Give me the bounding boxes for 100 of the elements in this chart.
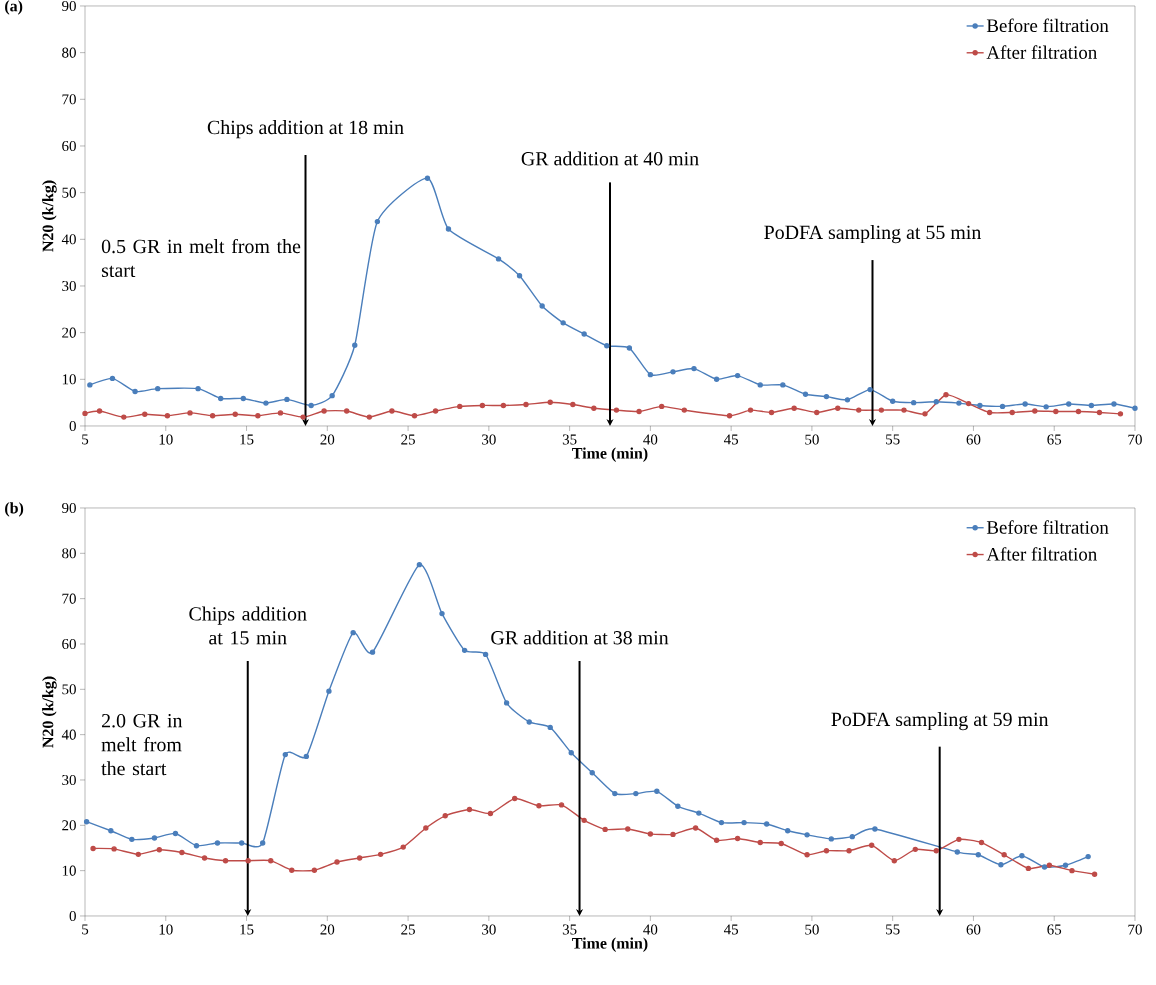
point	[222, 857, 229, 864]
point	[872, 826, 878, 832]
point	[240, 395, 247, 402]
y-tick-label: 90	[62, 0, 76, 12]
point	[692, 825, 699, 831]
point	[195, 385, 201, 392]
point	[329, 392, 335, 399]
point	[511, 795, 518, 802]
point	[956, 400, 962, 406]
point	[96, 408, 103, 414]
point	[308, 402, 314, 409]
point	[282, 751, 289, 758]
point	[681, 407, 688, 413]
point	[457, 403, 463, 410]
point	[155, 385, 161, 392]
point	[268, 857, 274, 864]
point	[121, 414, 127, 420]
x-tick-label: 30	[482, 924, 496, 935]
point	[300, 414, 306, 420]
point	[581, 331, 587, 337]
point	[334, 859, 340, 865]
x-tick-label: 30	[482, 434, 496, 445]
point	[495, 256, 502, 262]
point	[356, 855, 363, 861]
point	[625, 826, 631, 832]
point	[132, 388, 138, 395]
point	[1046, 862, 1053, 868]
point	[647, 371, 654, 378]
point	[747, 407, 754, 413]
point	[1069, 867, 1075, 874]
point	[526, 719, 532, 725]
point	[726, 413, 733, 419]
point	[151, 835, 158, 841]
x-tick-label: 45	[723, 434, 739, 445]
annotation: GR addition at 40 min	[521, 151, 699, 166]
legend-label: Before filtration	[986, 18, 1109, 33]
point	[965, 400, 972, 407]
point	[780, 382, 786, 388]
y-tick-label: 0	[69, 420, 76, 432]
point	[439, 610, 445, 617]
x-tick-label: 35	[562, 434, 577, 445]
point	[209, 413, 216, 419]
point	[757, 382, 763, 388]
point	[109, 375, 116, 382]
point	[277, 410, 284, 416]
point	[416, 561, 423, 568]
point	[768, 409, 775, 416]
point	[804, 852, 810, 858]
annotation: Chips addition at 18 min	[207, 120, 404, 139]
point	[239, 840, 245, 846]
point	[654, 788, 660, 795]
point	[432, 408, 439, 414]
legend-label: After filtration	[986, 45, 1097, 59]
point	[232, 411, 238, 418]
point	[389, 408, 395, 414]
y-tick-label: 30	[62, 280, 76, 292]
point	[943, 392, 949, 398]
point	[352, 342, 358, 348]
point	[539, 303, 545, 309]
point	[1088, 402, 1095, 409]
point	[1009, 409, 1015, 416]
x-axis-title: Time (min)	[572, 937, 648, 952]
x-tick-label: 40	[643, 924, 658, 935]
point	[1062, 862, 1069, 868]
point	[823, 848, 830, 854]
point	[901, 407, 907, 413]
point	[763, 821, 770, 827]
point	[260, 840, 266, 846]
x-tick-label: 65	[1047, 924, 1062, 935]
x-tick-label: 35	[562, 924, 577, 935]
x-tick-label: 70	[1128, 924, 1142, 935]
point	[558, 802, 565, 808]
point	[835, 405, 841, 411]
y-tick-label: 40	[61, 234, 76, 245]
y-tick-label: 70	[62, 593, 76, 604]
point	[856, 407, 862, 413]
x-tick-label: 65	[1047, 434, 1062, 445]
annotation: PoDFA sampling at 59 min	[831, 712, 1049, 731]
point	[1053, 408, 1059, 415]
point	[612, 790, 618, 797]
point	[172, 830, 179, 837]
point	[713, 837, 720, 843]
point	[164, 413, 171, 419]
point	[658, 403, 665, 410]
point	[999, 403, 1006, 410]
point	[411, 413, 418, 419]
point	[878, 407, 885, 413]
point	[179, 849, 185, 856]
point	[741, 819, 747, 826]
point	[423, 825, 429, 831]
point	[613, 407, 620, 413]
x-tick-label: 10	[159, 434, 173, 445]
legend-label: After filtration	[986, 547, 1097, 561]
point	[1132, 405, 1138, 411]
point	[828, 836, 834, 842]
point	[633, 790, 639, 797]
y-tick-label: 90	[62, 502, 76, 514]
point	[975, 852, 981, 858]
point	[846, 848, 852, 854]
x-tick-label: 10	[159, 924, 173, 935]
